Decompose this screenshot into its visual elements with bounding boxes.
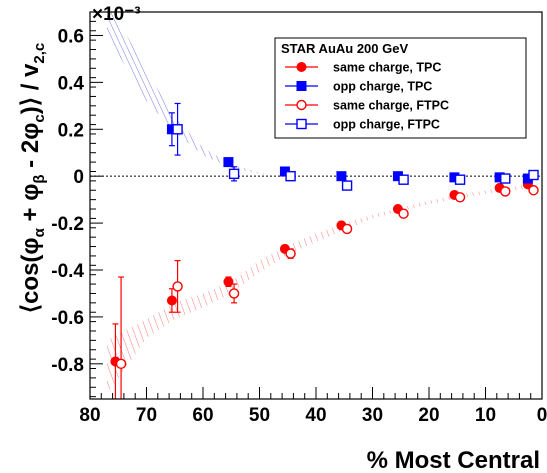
point-same-charge-ftpc xyxy=(228,288,240,299)
y-tick-label: 0 xyxy=(73,167,84,188)
point-same-charge-ftpc xyxy=(454,192,466,203)
point-same-charge-ftpc xyxy=(398,208,409,219)
legend: STAR AuAu 200 GeV same charge, TPC opp ch… xyxy=(274,37,527,139)
y-tick-label: -0.4 xyxy=(51,261,84,282)
point-opp-charge-ftpc xyxy=(228,168,240,180)
x-tick-label: 60 xyxy=(192,405,213,426)
y-tick-labels: -0.8 -0.6 -0.4 -0.2 0 0.2 0.4 0.6 xyxy=(51,26,84,375)
y-tick-label: 0.4 xyxy=(58,73,85,94)
x-tick-label: 80 xyxy=(79,405,100,426)
point-opp-charge-ftpc xyxy=(398,174,409,185)
y-tick-label: 0.2 xyxy=(58,120,84,141)
point-opp-charge-ftpc xyxy=(528,169,539,181)
x-axis-title: % Most Central xyxy=(367,447,540,473)
legend-marker-opp-charge-ftpc xyxy=(296,118,307,130)
x-tick-labels: 80 70 60 50 40 30 20 10 0 xyxy=(79,405,547,426)
point-opp-charge-ftpc xyxy=(285,170,296,182)
point-opp-charge-ftpc xyxy=(172,124,183,135)
x-tick-label: 70 xyxy=(136,405,157,426)
point-same-charge-ftpc xyxy=(528,185,539,196)
point-opp-charge-tpc xyxy=(223,157,234,168)
legend-label-opp-charge-tpc: opp charge, TPC xyxy=(333,80,432,94)
data-points xyxy=(110,124,539,370)
point-same-charge-ftpc xyxy=(115,358,127,370)
point-opp-charge-ftpc xyxy=(454,174,466,185)
point-same-charge-ftpc xyxy=(341,223,353,235)
legend-marker-opp-charge-tpc xyxy=(296,81,307,91)
legend-label-same-charge-tpc: same charge, TPC xyxy=(333,61,441,75)
y-tick-label: -0.2 xyxy=(51,214,84,235)
y-axis-title: ⟨cos(φα + φβ - 2φc)⟩ / v2,c xyxy=(17,43,48,314)
x-tick-label: 0 xyxy=(537,405,547,426)
legend-marker-same-charge-ftpc xyxy=(296,99,307,111)
point-opp-charge-tpc xyxy=(336,171,347,182)
x-tick-label: 10 xyxy=(475,405,496,426)
y-tick-label: -0.6 xyxy=(51,308,84,329)
point-same-charge-ftpc xyxy=(285,248,296,259)
point-same-charge-ftpc xyxy=(500,186,511,197)
x-tick-label: 30 xyxy=(362,405,383,426)
point-same-charge-ftpc xyxy=(172,281,183,292)
point-opp-charge-ftpc xyxy=(341,180,353,191)
y-tick-label: -0.8 xyxy=(51,355,84,376)
legend-label-opp-charge-ftpc: opp charge, FTPC xyxy=(333,118,440,132)
legend-title: STAR AuAu 200 GeV xyxy=(281,41,408,56)
point-same-charge-tpc xyxy=(166,295,177,306)
legend-marker-same-charge-tpc xyxy=(296,62,307,72)
x-tick-label: 20 xyxy=(418,405,439,426)
y-axis-multiplier: ×10⁻³ xyxy=(92,4,141,25)
x-tick-label: 50 xyxy=(249,405,270,426)
axis-ticks xyxy=(89,20,543,399)
legend-box xyxy=(274,37,527,139)
systematic-band-1 xyxy=(107,12,277,177)
systematic-bands xyxy=(107,12,531,395)
y-tick-label: 0.6 xyxy=(58,26,84,47)
point-same-charge-tpc xyxy=(223,276,234,287)
point-opp-charge-ftpc xyxy=(500,173,511,184)
legend-label-same-charge-ftpc: same charge, FTPC xyxy=(333,99,449,113)
x-tick-label: 40 xyxy=(305,405,326,426)
